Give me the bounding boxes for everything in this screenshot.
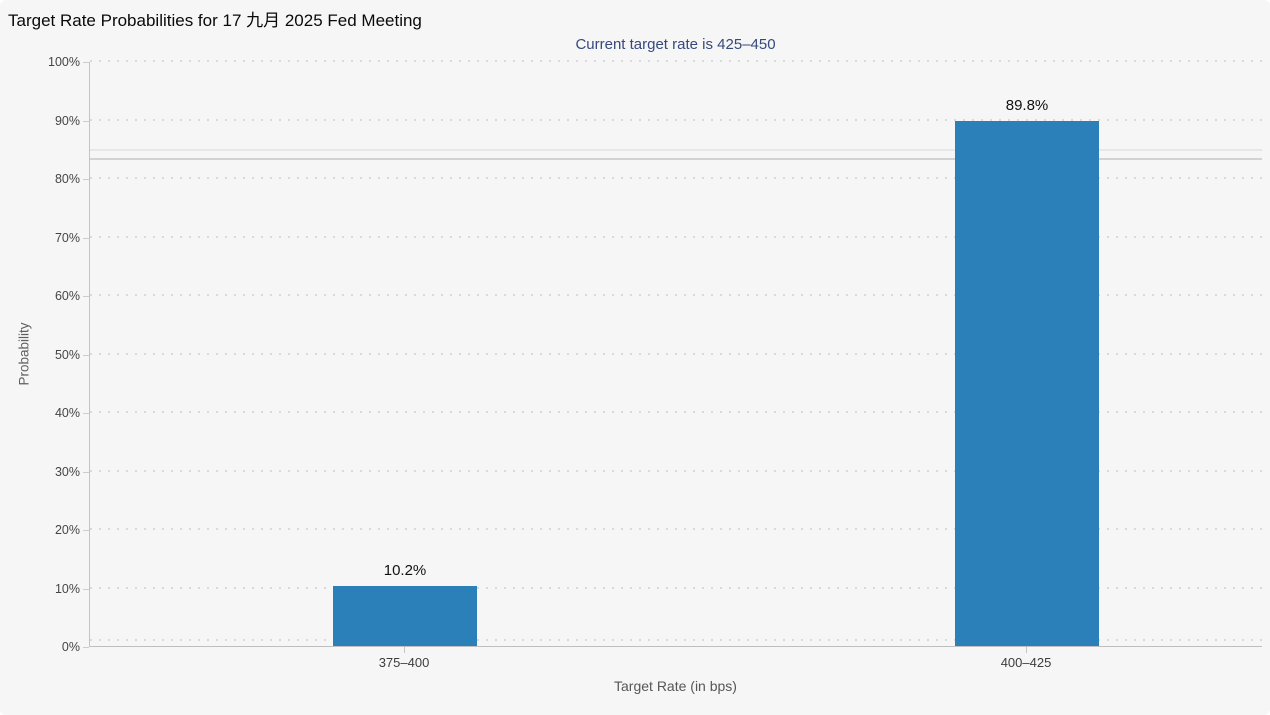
gridline-70 <box>90 235 1262 238</box>
y-axis-labels: 0% 10% 20% 30% 40% 50% 60% 70% 80% 90% 100% <box>0 0 80 715</box>
bar-value-label: 89.8% <box>1005 96 1049 114</box>
gridline-80 <box>90 177 1262 179</box>
y-tick-mark <box>83 62 89 63</box>
bar-375-400[interactable] <box>333 586 477 646</box>
y-tick-label: 30% <box>54 464 80 479</box>
y-tick-label: 50% <box>54 347 80 362</box>
y-tick-mark <box>83 237 89 239</box>
y-tick-mark <box>83 354 89 356</box>
bar-value-label: 10.2% <box>383 562 427 580</box>
y-tick-mark <box>83 296 89 297</box>
y-tick-label: 40% <box>54 406 80 420</box>
y-tick-mark <box>83 120 89 122</box>
y-tick-label: 10% <box>54 581 80 596</box>
y-tick-mark <box>83 413 89 414</box>
y-tick-label: 100% <box>48 55 80 69</box>
x-tick-label: 400–425 <box>1000 655 1052 670</box>
x-tick-mark <box>404 647 405 653</box>
x-tick-label: 375–400 <box>378 655 430 670</box>
gridline-30 <box>90 469 1262 472</box>
y-tick-mark <box>83 179 89 180</box>
y-tick-label: 0% <box>61 640 80 654</box>
y-tick-mark <box>83 588 89 590</box>
x-axis-title: Target Rate (in bps) <box>614 678 737 694</box>
plot-area: 10.2% 89.8% <box>89 60 1262 647</box>
y-tick-label: 70% <box>54 230 80 245</box>
gridline-10 <box>90 586 1262 589</box>
gridline-90 <box>90 118 1262 121</box>
y-tick-mark <box>83 530 89 531</box>
y-tick-label: 90% <box>54 113 80 128</box>
reference-line <box>90 158 1262 161</box>
gridline-20 <box>90 528 1262 530</box>
bar-400-425[interactable] <box>955 120 1099 646</box>
chart-title: Target Rate Probabilities for 17 九月 2025… <box>8 11 422 30</box>
y-tick-mark <box>83 647 89 648</box>
chart-subtitle: Current target rate is 425–450 <box>575 36 776 53</box>
reference-line <box>90 148 1262 151</box>
y-tick-label: 60% <box>54 289 80 303</box>
y-tick-label: 20% <box>54 523 80 537</box>
y-tick-mark <box>83 471 89 473</box>
y-tick-label: 80% <box>54 172 80 186</box>
gridline-50 <box>90 352 1262 355</box>
gridline-40 <box>90 411 1262 413</box>
gridline-60 <box>90 294 1262 296</box>
gridline-1 <box>90 639 1262 642</box>
x-tick-mark <box>1026 647 1027 653</box>
gridline-100 <box>90 60 1262 62</box>
